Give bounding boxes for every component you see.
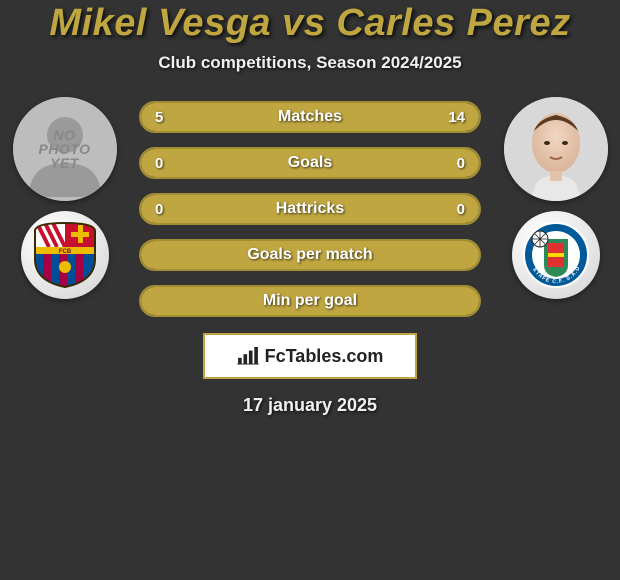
stat-bar: 00Hattricks bbox=[139, 193, 481, 225]
stat-bar: 514Matches bbox=[139, 101, 481, 133]
no-photo-label: NO PHOTO YET bbox=[38, 128, 90, 170]
subtitle: Club competitions, Season 2024/2025 bbox=[0, 53, 620, 73]
bar-fill-left bbox=[141, 195, 310, 223]
page-root: Mikel Vesga vs Carles Perez Club competi… bbox=[0, 0, 620, 580]
team-left-logo: FCB bbox=[21, 211, 109, 299]
bar-fill-left bbox=[141, 149, 310, 177]
page-title: Mikel Vesga vs Carles Perez bbox=[0, 2, 620, 45]
stat-bar: Goals per match bbox=[139, 239, 481, 271]
stat-bar: Min per goal bbox=[139, 285, 481, 317]
bar-fill-right bbox=[310, 195, 479, 223]
date-text: 17 january 2025 bbox=[0, 395, 620, 416]
no-photo-line1: NO PHOTO bbox=[38, 127, 90, 157]
stat-bar: 00Goals bbox=[139, 147, 481, 179]
player-right-column: GETAFE C.F. S.A.D. bbox=[501, 97, 610, 299]
bar-fill-right bbox=[310, 149, 479, 177]
bar-fill-right bbox=[229, 103, 479, 131]
stat-bars: 514Matches 00Goals 00Hattricks Goals per ma… bbox=[139, 101, 481, 317]
watermark-text: FcTables.com bbox=[265, 346, 384, 367]
barcelona-crest-icon: FCB bbox=[31, 221, 99, 289]
team-right-logo: GETAFE C.F. S.A.D. bbox=[512, 211, 600, 299]
player-left-column: NO PHOTO YET bbox=[10, 97, 119, 299]
player-right-avatar bbox=[504, 97, 608, 201]
watermark-badge: FcTables.com bbox=[203, 333, 417, 379]
player-photo-icon bbox=[504, 97, 608, 201]
bars-chart-icon bbox=[237, 347, 259, 365]
getafe-crest-icon: GETAFE C.F. S.A.D. bbox=[522, 221, 590, 289]
bar-fill-left bbox=[141, 287, 479, 315]
bar-fill-left bbox=[141, 241, 479, 269]
bar-fill-left bbox=[141, 103, 229, 131]
player-left-avatar: NO PHOTO YET bbox=[13, 97, 117, 201]
no-photo-line2: YET bbox=[50, 155, 79, 171]
comparison-row: NO PHOTO YET bbox=[0, 97, 620, 317]
